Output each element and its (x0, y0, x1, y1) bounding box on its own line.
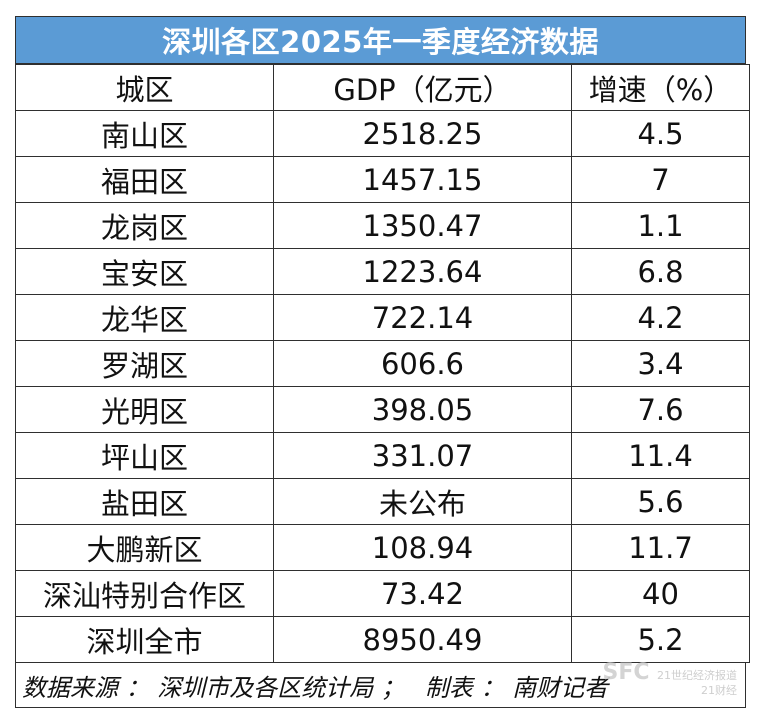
header-district: 城区 (15, 64, 274, 111)
data-table: 深圳各区2025年一季度经济数据 城区 GDP（亿元） 增速（%） 南山区 2518.… (15, 16, 750, 708)
cell-district: 龙岗区 (15, 202, 274, 249)
cell-growth: 40 (571, 570, 750, 617)
cell-growth: 7.6 (571, 386, 750, 433)
watermark-logo: SFC 21世纪经济报道 21财经 (602, 662, 737, 698)
cell-gdp: 606.6 (273, 340, 572, 387)
cell-growth: 5.2 (571, 616, 750, 663)
cell-district: 光明区 (15, 386, 274, 433)
table-row: 龙华区 722.14 4.2 (15, 294, 750, 341)
gdp-table: 城区 GDP（亿元） 增速（%） 南山区 2518.25 4.5 福田区 1457.15 7 龙… (15, 64, 750, 663)
cell-growth: 1.1 (571, 202, 750, 249)
cell-growth: 11.4 (571, 432, 750, 479)
cell-district: 大鹏新区 (15, 524, 274, 571)
cell-growth: 3.4 (571, 340, 750, 387)
cell-gdp: 108.94 (273, 524, 572, 571)
cell-gdp: 1457.15 (273, 156, 572, 203)
table-body: 南山区 2518.25 4.5 福田区 1457.15 7 龙岗区 1350.47 1.1 宝安区… (15, 110, 750, 663)
cell-gdp: 73.42 (273, 570, 572, 617)
cell-gdp: 398.05 (273, 386, 572, 433)
cell-growth: 11.7 (571, 524, 750, 571)
watermark-sfc: SFC (602, 660, 650, 685)
cell-district: 罗湖区 (15, 340, 274, 387)
cell-growth: 5.6 (571, 478, 750, 525)
cell-district: 盐田区 (15, 478, 274, 525)
table-row: 深汕特别合作区 73.42 40 (15, 570, 750, 617)
table-row: 光明区 398.05 7.6 (15, 386, 750, 433)
table-row: 深圳全市 8950.49 5.2 (15, 616, 750, 663)
header-growth: 增速（%） (571, 64, 750, 111)
table-row: 大鹏新区 108.94 11.7 (15, 524, 750, 571)
cell-gdp: 1350.47 (273, 202, 572, 249)
cell-growth: 4.5 (571, 110, 750, 157)
watermark-line1: 21世纪经济报道 (657, 669, 737, 682)
cell-district: 深汕特别合作区 (15, 570, 274, 617)
cell-gdp: 1223.64 (273, 248, 572, 295)
cell-district: 福田区 (15, 156, 274, 203)
cell-gdp: 722.14 (273, 294, 572, 341)
table-title: 深圳各区2025年一季度经济数据 (15, 16, 746, 64)
cell-district: 坪山区 (15, 432, 274, 479)
cell-district: 宝安区 (15, 248, 274, 295)
table-row: 福田区 1457.15 7 (15, 156, 750, 203)
table-row: 龙岗区 1350.47 1.1 (15, 202, 750, 249)
cell-growth: 6.8 (571, 248, 750, 295)
table-row: 宝安区 1223.64 6.8 (15, 248, 750, 295)
footer-maker: 制表 ： 南财记者 (424, 673, 609, 702)
table-row: 坪山区 331.07 11.4 (15, 432, 750, 479)
cell-gdp: 331.07 (273, 432, 572, 479)
cell-district: 深圳全市 (15, 616, 274, 663)
footer-note: 数据来源 ： 深圳市及各区统计局 ； 制表 ： 南财记者 SFC 21世纪经济报… (15, 662, 746, 708)
cell-growth: 4.2 (571, 294, 750, 341)
table-header: 城区 GDP（亿元） 增速（%） (15, 64, 750, 111)
table-row: 盐田区 未公布 5.6 (15, 478, 750, 525)
cell-gdp: 未公布 (273, 478, 572, 525)
watermark-line2: 21财经 (701, 684, 737, 697)
cell-gdp: 2518.25 (273, 110, 572, 157)
footer-source: 数据来源 ： 深圳市及各区统计局 ； (22, 673, 405, 702)
header-row: 城区 GDP（亿元） 增速（%） (15, 64, 750, 111)
cell-gdp: 8950.49 (273, 616, 572, 663)
cell-growth: 7 (571, 156, 750, 203)
table-row: 罗湖区 606.6 3.4 (15, 340, 750, 387)
header-gdp: GDP（亿元） (273, 64, 572, 111)
cell-district: 南山区 (15, 110, 274, 157)
table-row: 南山区 2518.25 4.5 (15, 110, 750, 157)
cell-district: 龙华区 (15, 294, 274, 341)
